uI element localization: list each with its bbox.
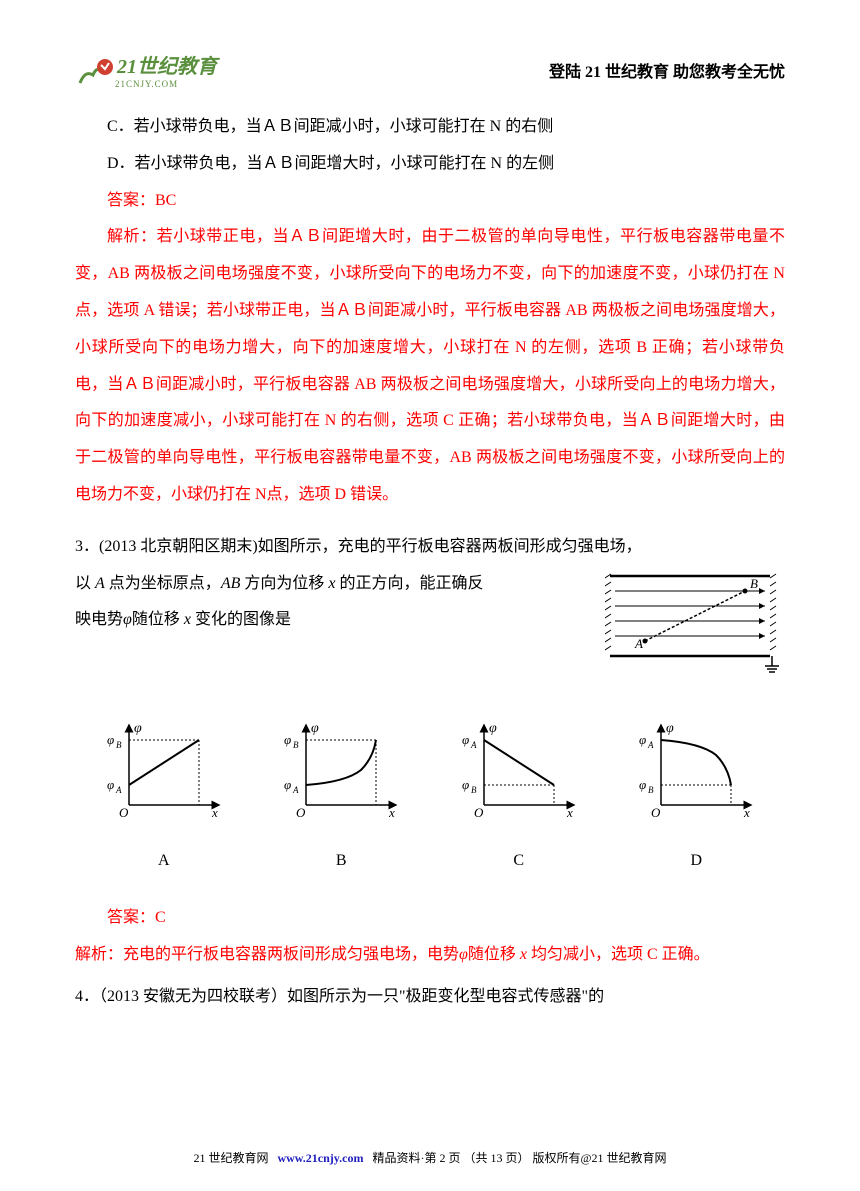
a3-x: x	[520, 946, 527, 963]
q3-italic-AB: AB	[221, 575, 241, 592]
q3-italic-x2: x	[184, 611, 191, 628]
capacitor-diagram: A B	[605, 566, 785, 691]
svg-text:B: B	[471, 785, 477, 795]
analysis-2: 解析：若小球带正电，当ＡＢ间距增大时，由于二极管的单向导电性，平行板电容器带电量…	[75, 219, 785, 513]
svg-text:φ: φ	[107, 732, 114, 747]
footer-left: 21 世纪教育网	[193, 1151, 268, 1165]
footer-link[interactable]: www.21cnjy.com	[277, 1151, 363, 1165]
svg-text:φ: φ	[462, 732, 469, 747]
q3-seg7: 变化的图像是	[191, 611, 291, 628]
chart-option-b: φ φB φA O x B	[276, 720, 406, 880]
svg-text:φ: φ	[284, 732, 291, 747]
page-footer: 21 世纪教育网 www.21cnjy.com 精品资料·第 2 页 （共 13…	[0, 1149, 860, 1166]
logo-text-block: 21世纪教育 21CNJY.COM	[115, 50, 217, 89]
a3-seg1: 解析：充电的平行板电容器两板间形成匀强电场，电势	[75, 946, 459, 963]
svg-text:φ: φ	[666, 721, 674, 736]
svg-text:O: O	[119, 805, 129, 820]
chart-option-a: φ φB φA O x A	[99, 720, 229, 880]
svg-text:O: O	[296, 805, 306, 820]
q3-seg4: 的正方向，能正确反	[335, 575, 483, 592]
q3-text: 以 A 点为坐标原点，AB 方向为位移 x 的正方向，能正确反 映电势φ随位移 …	[75, 566, 595, 640]
svg-text:A: A	[647, 740, 654, 750]
question-4: 4．（2013 安徽无为四校联考）如图所示为一只"极距变化型电容式传感器"的	[75, 979, 785, 1016]
option-d: D．若小球带负电，当ＡＢ间距增大时，小球可能打在 N 的左侧	[75, 146, 785, 183]
svg-text:φ: φ	[462, 777, 469, 792]
svg-text:φ: φ	[107, 777, 114, 792]
option-label-c: C	[454, 843, 584, 880]
svg-text:B: B	[293, 740, 299, 750]
svg-text:φ: φ	[311, 721, 319, 736]
analysis-3: 解析：充电的平行板电容器两板间形成匀强电场，电势φ随位移 x 均匀减小，选项 C…	[75, 937, 785, 974]
svg-text:O: O	[651, 805, 661, 820]
q3-seg3: 方向为位移	[240, 575, 328, 592]
svg-text:x: x	[211, 805, 218, 820]
logo-main-text: 21世纪教育	[117, 50, 217, 79]
a3-seg2: 随位移	[468, 946, 520, 963]
header-slogan: 登陆 21 世纪教育 助您教考全无忧	[549, 58, 785, 82]
svg-text:A: A	[115, 785, 122, 795]
diagram-label-b: B	[750, 576, 758, 591]
option-label-b: B	[276, 843, 406, 880]
svg-text:φ: φ	[284, 777, 291, 792]
option-label-d: D	[631, 843, 761, 880]
svg-text:A: A	[292, 785, 299, 795]
svg-text:x: x	[388, 805, 395, 820]
page-header: 21世纪教育 21CNJY.COM 登陆 21 世纪教育 助您教考全无忧	[75, 50, 785, 89]
a3-seg3: 均匀减小，选项 C 正确。	[527, 946, 710, 963]
q3-seg1: 以	[75, 575, 95, 592]
svg-text:O: O	[474, 805, 484, 820]
chart-options-row: φ φB φA O x A φ φB φA O x B	[75, 720, 785, 880]
svg-text:φ: φ	[639, 777, 646, 792]
question-3: 3．(2013 北京朝阳区期末)如图所示，充电的平行板电容器两板间形成匀强电场，…	[75, 529, 785, 691]
svg-text:φ: φ	[639, 732, 646, 747]
svg-text:φ: φ	[134, 721, 142, 736]
q3-italic-A: A	[95, 575, 105, 592]
q3-italic-phi: φ	[123, 611, 132, 628]
answer-2: 答案：BC	[75, 183, 785, 220]
option-c: C．若小球带负电，当ＡＢ间距减小时，小球可能打在 N 的右侧	[75, 109, 785, 146]
main-content: C．若小球带负电，当ＡＢ间距减小时，小球可能打在 N 的右侧 D．若小球带负电，…	[75, 109, 785, 1015]
svg-text:B: B	[648, 785, 654, 795]
chart-option-d: φ φA φB O x D	[631, 720, 761, 880]
q3-container: 以 A 点为坐标原点，AB 方向为位移 x 的正方向，能正确反 映电势φ随位移 …	[75, 566, 785, 691]
svg-text:x: x	[566, 805, 573, 820]
q3-seg6: 随位移	[132, 611, 184, 628]
q3-seg2: 点为坐标原点，	[105, 575, 221, 592]
answer-3: 答案：C	[75, 900, 785, 937]
footer-mid: 精品资料·第 2 页 （共 13 页） 版权所有@21 世纪教育网	[372, 1151, 666, 1165]
logo-icon	[75, 55, 115, 85]
svg-text:B: B	[116, 740, 122, 750]
svg-text:A: A	[470, 740, 477, 750]
logo: 21世纪教育 21CNJY.COM	[75, 50, 217, 89]
logo-sub-text: 21CNJY.COM	[115, 79, 217, 89]
a3-phi: φ	[459, 946, 468, 963]
chart-option-c: φ φA φB O x C	[454, 720, 584, 880]
q3-line1: 3．(2013 北京朝阳区期末)如图所示，充电的平行板电容器两板间形成匀强电场，	[75, 529, 785, 566]
svg-text:x: x	[743, 805, 750, 820]
option-label-a: A	[99, 843, 229, 880]
diagram-label-a: A	[634, 636, 643, 651]
svg-text:φ: φ	[489, 721, 497, 736]
q3-seg5: 映电势	[75, 611, 123, 628]
